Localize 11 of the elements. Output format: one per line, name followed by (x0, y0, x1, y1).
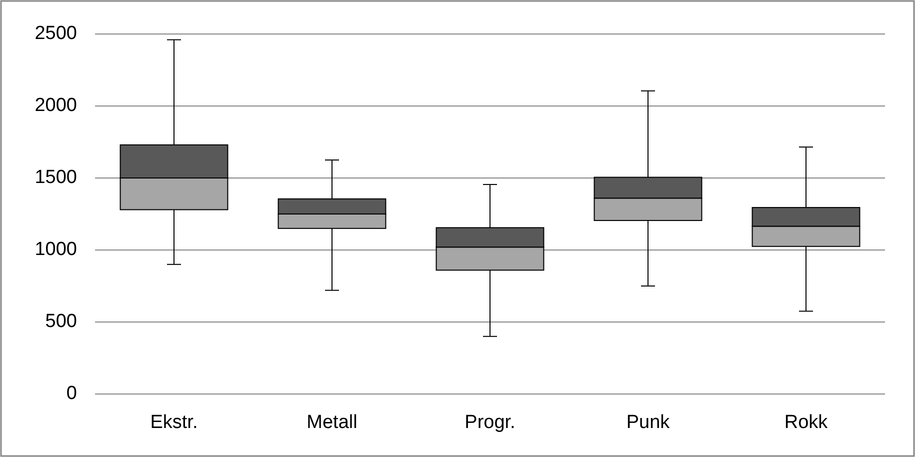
x-tick-label: Rokk (784, 412, 828, 433)
x-tick-label: Punk (626, 412, 670, 433)
y-tick-label: 500 (45, 311, 77, 332)
x-tick-label: Metall (306, 412, 358, 433)
y-tick-label: 1500 (34, 167, 77, 188)
y-tick-label: 2500 (34, 23, 77, 44)
x-tick-label: Ekstr. (150, 412, 198, 433)
x-tick-label: Progr. (464, 412, 516, 433)
y-tick-label: 0 (66, 383, 77, 404)
y-tick-label: 2000 (34, 95, 77, 116)
y-tick-label: 1000 (34, 239, 77, 260)
